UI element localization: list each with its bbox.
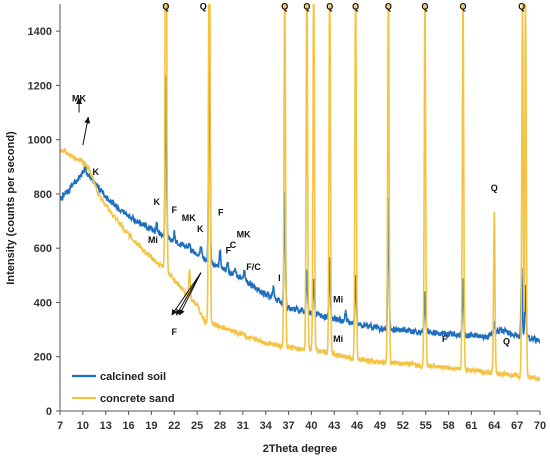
plot-area xyxy=(60,4,540,383)
series-line xyxy=(60,16,540,344)
x-tick-label: 7 xyxy=(57,420,63,432)
peak-annotation: Q xyxy=(460,1,467,11)
x-tick-label: 37 xyxy=(282,420,294,432)
legend-label: calcined soil xyxy=(100,371,166,383)
x-tick-label: 55 xyxy=(420,420,432,432)
peak-annotation: K xyxy=(93,167,100,177)
peak-annotation: Q xyxy=(491,183,498,193)
y-tick-labels: 0 200 400 600 800 1000 1200 1400 xyxy=(28,26,60,418)
peak-annotation: Q xyxy=(200,1,207,11)
x-tick-label: 19 xyxy=(145,420,157,432)
peak-annotation: Mi xyxy=(148,235,158,245)
peak-annotation: F xyxy=(226,246,232,256)
y-tick-label: 400 xyxy=(34,297,52,309)
x-tick-label: 13 xyxy=(100,420,112,432)
series-line xyxy=(60,4,540,383)
peak-annotation: F xyxy=(172,327,178,337)
x-tick-label: 64 xyxy=(488,420,501,432)
peak-annotation: C xyxy=(230,240,237,250)
peak-annotation: F/C xyxy=(246,262,261,272)
annotation-arrow xyxy=(82,116,91,146)
peak-annotation: Q xyxy=(326,1,333,11)
peak-annotation: Mi xyxy=(333,334,343,344)
x-tick-label: 31 xyxy=(237,420,249,432)
peak-annotation: Q xyxy=(352,1,359,11)
x-tick-label: 28 xyxy=(214,420,226,432)
x-tick-labels: 7 10 13 16 19 22 25 28 31 34 37 40 43 46 49 52 55 58 61 64 6… xyxy=(57,411,546,432)
peak-annotation: K xyxy=(154,197,161,207)
x-tick-label: 58 xyxy=(442,420,454,432)
peak-annotation: Q xyxy=(281,1,288,11)
y-tick-label: 1000 xyxy=(28,135,52,147)
peak-annotation: Q xyxy=(518,1,525,11)
x-tick-label: 49 xyxy=(374,420,386,432)
x-tick-label: 61 xyxy=(465,420,477,432)
y-tick-label: 1400 xyxy=(28,26,52,38)
peak-annotation: Q xyxy=(421,1,428,11)
x-tick-label: 46 xyxy=(351,420,363,432)
x-tick-label: 70 xyxy=(534,420,546,432)
peak-annotation: Q xyxy=(303,1,310,11)
peak-annotation: Q xyxy=(385,1,392,11)
annotation-arrow xyxy=(171,272,202,316)
y-tick-label: 200 xyxy=(34,352,52,364)
peak-annotation: F xyxy=(218,208,224,218)
x-tick-label: 22 xyxy=(168,420,180,432)
y-tick-label: 600 xyxy=(34,243,52,255)
peak-annotation: Q xyxy=(162,1,169,11)
x-tick-label: 34 xyxy=(260,420,273,432)
legend: calcined soil concrete sand xyxy=(72,371,175,405)
peak-annotation: F xyxy=(442,334,448,344)
peak-annotation: Q xyxy=(503,337,510,347)
axes xyxy=(59,4,540,412)
x-tick-label: 10 xyxy=(77,420,89,432)
peak-annotation: K xyxy=(197,224,204,234)
x-axis-title: 2Theta degree xyxy=(263,443,338,455)
y-tick-label: 0 xyxy=(46,406,52,418)
peak-annotation: MK xyxy=(182,213,196,223)
peak-annotation: F xyxy=(172,205,178,215)
y-tick-label: 1200 xyxy=(28,80,52,92)
x-tick-label: 16 xyxy=(122,420,134,432)
x-tick-label: 67 xyxy=(511,420,523,432)
x-tick-label: 43 xyxy=(328,420,340,432)
x-tick-label: 52 xyxy=(397,420,409,432)
peak-annotation: I xyxy=(278,273,281,283)
y-axis-title: Intensity (counts per second) xyxy=(5,131,17,285)
annotation-arrow xyxy=(179,272,202,316)
x-tick-label: 40 xyxy=(305,420,317,432)
legend-label: concrete sand xyxy=(100,393,175,405)
peak-annotation: Mi xyxy=(333,294,343,304)
y-tick-label: 800 xyxy=(34,189,52,201)
peak-annotation: MK xyxy=(237,229,251,239)
x-tick-label: 25 xyxy=(191,420,203,432)
